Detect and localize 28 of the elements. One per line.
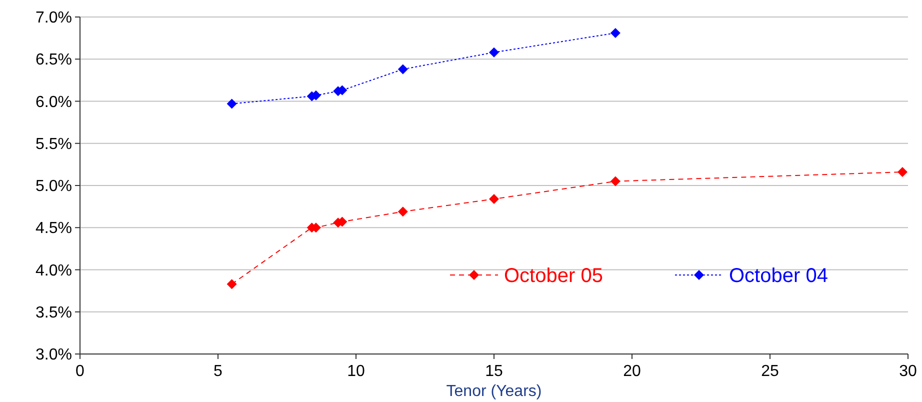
y-tick-label: 3.0% [36, 346, 72, 364]
point [897, 167, 908, 178]
x-tick-label: 25 [761, 363, 779, 380]
point [226, 279, 237, 290]
y-tick-label: 5.5% [36, 136, 72, 153]
legend-label: October 04 [729, 265, 828, 287]
point [610, 28, 620, 38]
x-tick-label: 30 [899, 363, 917, 380]
y-tick-label: 4.5% [36, 220, 72, 238]
x-tick-label: 20 [623, 363, 641, 380]
y-tick-label: 5.0% [36, 178, 72, 196]
point [398, 64, 408, 74]
point [398, 206, 408, 217]
y-tick-label: 3.5% [36, 304, 72, 322]
point [610, 176, 620, 186]
legend-label: October 05 [504, 265, 603, 287]
y-tick-label: 4.0% [36, 262, 72, 280]
x-tick-label: 0 [76, 363, 85, 380]
x-tick-label: 15 [485, 363, 503, 380]
y-tick-label: 6.5% [36, 52, 72, 69]
x-axis-title: Tenor (Years) [446, 383, 542, 400]
point [489, 194, 499, 204]
point [489, 47, 499, 58]
x-tick-label: 5 [214, 363, 223, 380]
y-tick-label: 7.0% [36, 10, 72, 27]
point [226, 98, 237, 109]
y-tick-label: 6.0% [36, 94, 72, 111]
x-tick-label: 10 [347, 363, 365, 380]
